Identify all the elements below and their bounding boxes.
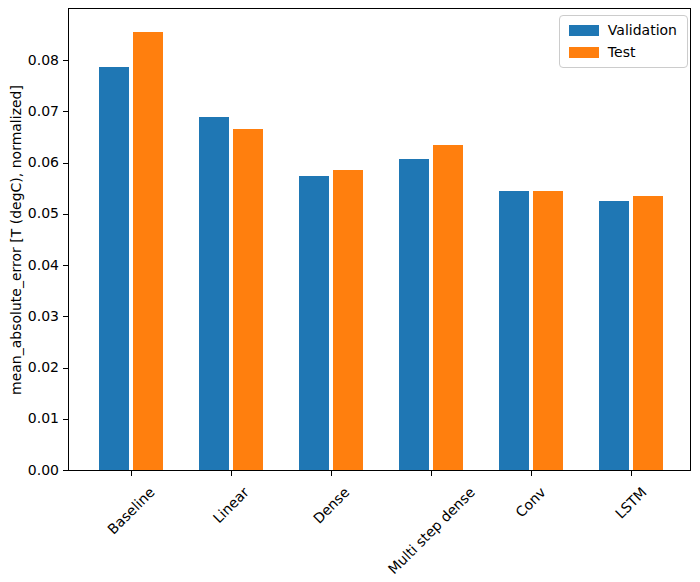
bar-chart-figure: mean_absolute_error [T (degC), normalize… [0, 0, 700, 582]
legend: Validation Test [559, 15, 688, 68]
legend-item-validation: Validation [569, 23, 677, 38]
bar-test-dense [333, 170, 363, 470]
x-tick-mark [231, 471, 232, 476]
bar-test-lstm [633, 196, 663, 470]
x-tick-mark [631, 471, 632, 476]
x-tick-label-conv: Conv [513, 484, 549, 520]
x-tick-label-baseline: Baseline [104, 484, 157, 537]
bar-test-multi-step-dense [433, 145, 463, 470]
legend-swatch-test [569, 47, 599, 58]
x-tick-mark [331, 471, 332, 476]
y-tick-label: 0.06 [17, 155, 59, 170]
y-tick-label: 0.07 [17, 104, 59, 119]
y-tick-label: 0.00 [17, 463, 59, 478]
y-tick-mark [63, 265, 68, 266]
y-tick-mark [63, 470, 68, 471]
y-axis-label: mean_absolute_error [T (degC), normalize… [8, 85, 24, 395]
bar-validation-lstm [599, 201, 629, 470]
y-tick-mark [63, 163, 68, 164]
x-tick-label-dense: Dense [310, 484, 353, 527]
y-tick-mark [63, 419, 68, 420]
y-tick-label: 0.03 [17, 309, 59, 324]
y-tick-mark [63, 111, 68, 112]
y-tick-label: 0.08 [17, 53, 59, 68]
legend-swatch-validation [569, 25, 599, 36]
y-tick-mark [63, 316, 68, 317]
bar-validation-baseline [99, 67, 129, 470]
bar-validation-dense [299, 176, 329, 471]
bar-validation-linear [199, 117, 229, 470]
y-tick-mark [63, 214, 68, 215]
x-tick-mark [531, 471, 532, 476]
y-tick-mark [63, 368, 68, 369]
bar-validation-multi-step-dense [399, 159, 429, 470]
x-tick-label-lstm: LSTM [612, 484, 650, 522]
y-tick-label: 0.04 [17, 258, 59, 273]
legend-label: Validation [608, 23, 677, 38]
bar-test-baseline [133, 32, 163, 470]
y-tick-mark [63, 60, 68, 61]
bar-validation-conv [499, 191, 529, 470]
x-tick-label-multi-step-dense: Multi step dense [384, 484, 477, 577]
x-tick-mark [131, 471, 132, 476]
bar-test-linear [233, 129, 263, 470]
plot-area [68, 8, 691, 471]
y-tick-label: 0.05 [17, 206, 59, 221]
y-tick-label: 0.02 [17, 360, 59, 375]
x-tick-label-linear: Linear [210, 484, 252, 526]
bar-test-conv [533, 191, 563, 470]
x-tick-mark [431, 471, 432, 476]
legend-label: Test [608, 45, 636, 60]
y-tick-label: 0.01 [17, 411, 59, 426]
legend-item-test: Test [569, 45, 677, 60]
